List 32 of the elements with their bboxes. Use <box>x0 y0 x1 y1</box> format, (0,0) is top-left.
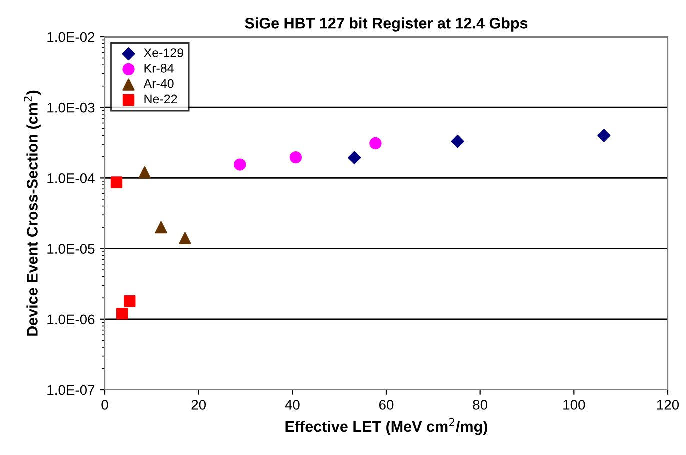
point <box>290 151 302 164</box>
legend-label: Xe-129 <box>144 48 184 58</box>
chart-title: SiGe HBT 127 bit Register at 12.4 Gbps <box>245 18 528 32</box>
y-tick-label: 1.0E-05 <box>48 244 95 254</box>
point <box>234 158 246 171</box>
y-axis-title: Device Event Cross-Section (cm$^{2}$) <box>24 90 41 336</box>
x-tick-label: 60 <box>379 400 394 410</box>
x-tick-label: 0 <box>102 400 108 410</box>
x-tick-label: 100 <box>564 400 586 410</box>
x-tick-label: 40 <box>285 400 300 410</box>
y-tick-label: 1.0E-07 <box>48 385 95 396</box>
legend-label: Ar-40 <box>144 79 174 88</box>
point <box>598 129 611 142</box>
legend-label: Ne-22 <box>144 94 178 104</box>
point <box>155 221 168 234</box>
point <box>348 151 362 164</box>
point <box>124 296 136 308</box>
point <box>116 308 128 320</box>
x-tick-label: 120 <box>657 400 680 410</box>
legend-label: Kr-84 <box>144 64 174 73</box>
x-tick-label: 20 <box>192 400 206 410</box>
point <box>451 135 464 148</box>
y-tick-label: 1.0E-02 <box>48 32 95 42</box>
x-axis-title: Effective LET (MeV cm$^{2}$/mg) <box>286 418 488 436</box>
point <box>138 166 151 179</box>
y-tick-label: 1.0E-06 <box>48 314 95 325</box>
y-tick-label: 1.0E-04 <box>48 174 95 184</box>
x-tick-label: 80 <box>473 400 488 410</box>
y-tick-label: 1.0E-03 <box>48 102 95 113</box>
point <box>110 176 123 188</box>
point <box>370 137 382 150</box>
point <box>179 232 192 245</box>
